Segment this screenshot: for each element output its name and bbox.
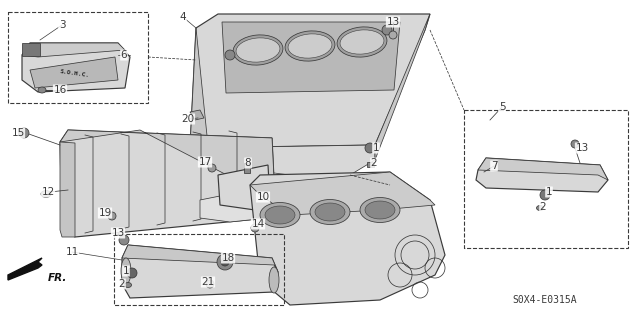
Polygon shape (60, 142, 75, 237)
Polygon shape (22, 43, 130, 92)
Text: 21: 21 (202, 277, 214, 287)
Polygon shape (190, 145, 375, 175)
Text: 20: 20 (181, 114, 195, 124)
Text: 19: 19 (99, 208, 111, 218)
Polygon shape (60, 130, 275, 200)
Bar (8, 12, 148, 103)
Polygon shape (375, 14, 430, 160)
Circle shape (571, 140, 579, 148)
Text: 18: 18 (221, 253, 235, 263)
Bar (464, 110, 628, 248)
Circle shape (225, 50, 235, 60)
Polygon shape (122, 245, 278, 298)
Text: S.O.H.C.: S.O.H.C. (60, 70, 90, 78)
Circle shape (119, 235, 129, 245)
Text: 15: 15 (12, 128, 24, 138)
Polygon shape (30, 57, 118, 88)
Polygon shape (218, 165, 270, 210)
Text: 3: 3 (59, 20, 65, 30)
Circle shape (108, 212, 116, 220)
Ellipse shape (41, 190, 51, 197)
Ellipse shape (233, 35, 283, 65)
Text: 6: 6 (121, 50, 127, 60)
Polygon shape (250, 172, 435, 215)
Text: FR.: FR. (48, 273, 67, 283)
Text: 10: 10 (257, 192, 269, 202)
Text: 13: 13 (111, 228, 125, 238)
Polygon shape (476, 158, 608, 192)
Text: 7: 7 (491, 161, 497, 171)
Polygon shape (122, 245, 278, 272)
Ellipse shape (360, 197, 400, 222)
Text: 2: 2 (371, 158, 378, 168)
Bar (244, 163, 250, 173)
Text: 17: 17 (198, 157, 212, 167)
Circle shape (365, 143, 375, 153)
Ellipse shape (269, 267, 279, 293)
Circle shape (206, 280, 214, 288)
Ellipse shape (337, 27, 387, 57)
Bar (22, 43, 40, 56)
Ellipse shape (536, 205, 543, 211)
Circle shape (208, 164, 216, 172)
Bar (114, 234, 284, 305)
Text: 11: 11 (65, 247, 79, 257)
Text: S0X4-E0315A: S0X4-E0315A (513, 295, 577, 305)
Text: 16: 16 (53, 85, 67, 95)
Ellipse shape (365, 201, 395, 219)
Circle shape (540, 190, 550, 200)
Circle shape (382, 25, 392, 35)
Polygon shape (190, 14, 430, 148)
Circle shape (389, 31, 397, 39)
Polygon shape (60, 130, 275, 237)
Text: 2: 2 (118, 279, 125, 289)
Circle shape (221, 258, 229, 266)
Polygon shape (190, 110, 204, 120)
Circle shape (217, 254, 233, 270)
Ellipse shape (288, 34, 332, 58)
Ellipse shape (285, 31, 335, 61)
Ellipse shape (125, 283, 131, 287)
Polygon shape (8, 258, 42, 280)
Bar (367, 162, 374, 167)
Text: 1: 1 (123, 266, 129, 276)
Polygon shape (250, 172, 445, 305)
Text: 1: 1 (546, 187, 552, 197)
Text: 5: 5 (499, 102, 506, 112)
Text: 1: 1 (372, 143, 380, 153)
Circle shape (127, 268, 137, 278)
Polygon shape (200, 192, 270, 222)
Ellipse shape (260, 203, 300, 227)
Ellipse shape (236, 38, 280, 62)
Text: 2: 2 (540, 202, 547, 212)
Polygon shape (222, 22, 400, 93)
Polygon shape (190, 28, 210, 175)
Ellipse shape (310, 199, 350, 225)
Ellipse shape (38, 87, 46, 93)
Text: 8: 8 (244, 158, 252, 168)
Circle shape (251, 224, 259, 232)
Polygon shape (478, 158, 608, 180)
Circle shape (19, 128, 29, 138)
Ellipse shape (340, 30, 384, 54)
Polygon shape (22, 43, 125, 57)
Text: 12: 12 (42, 187, 54, 197)
Ellipse shape (121, 258, 131, 284)
Text: 14: 14 (252, 219, 264, 229)
Text: 4: 4 (180, 12, 186, 22)
Text: 13: 13 (575, 143, 589, 153)
Ellipse shape (315, 203, 345, 221)
Text: 13: 13 (387, 17, 399, 27)
Ellipse shape (265, 206, 295, 224)
